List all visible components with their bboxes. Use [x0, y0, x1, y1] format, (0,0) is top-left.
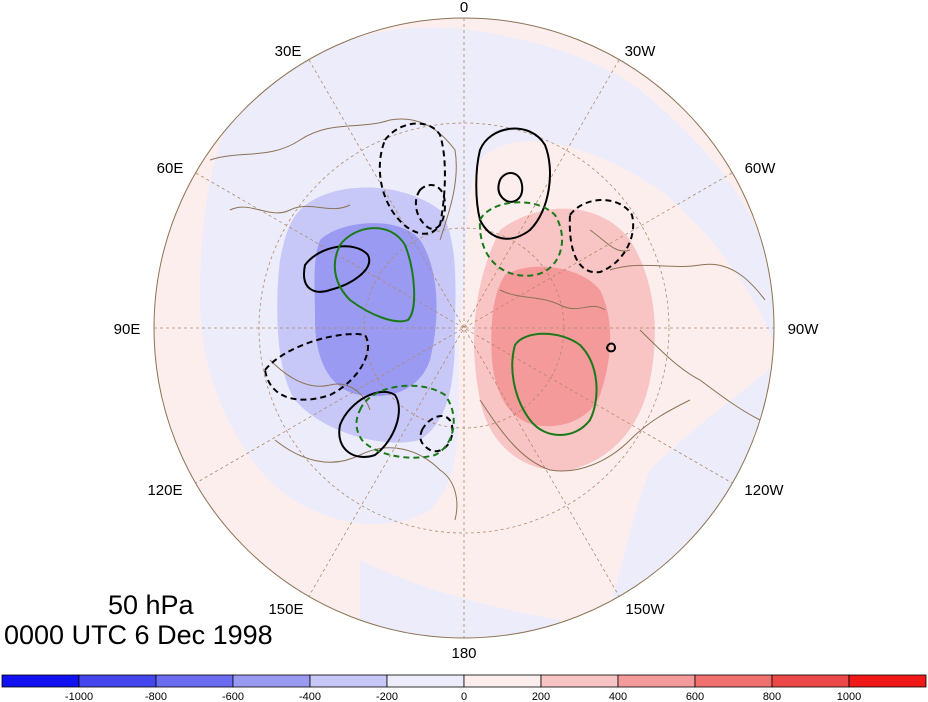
lon-label-90e: 90E — [114, 321, 141, 338]
colorbar-tick-label: -200 — [376, 691, 398, 702]
lon-label-60e: 60E — [157, 160, 184, 177]
lon-label-150e: 150E — [268, 601, 303, 618]
lon-label-90w: 90W — [788, 321, 820, 338]
coastlines — [209, 118, 766, 521]
black-contours — [303, 127, 617, 458]
colorbar-tick-label: 600 — [686, 691, 704, 702]
colorbar-swatch — [848, 674, 927, 688]
lon-label-60w: 60W — [745, 160, 777, 177]
colorbar-swatch — [771, 674, 850, 688]
colorbar-tick-label: 1000 — [837, 691, 861, 702]
colorbar-swatch — [309, 674, 388, 688]
colorbar-swatch — [694, 674, 773, 688]
graticule — [154, 18, 774, 638]
blue-field-bottom — [360, 560, 560, 638]
colorbar-tick-label: -600 — [222, 691, 244, 702]
blue-anomaly-400 — [314, 223, 437, 397]
colorbar-swatch — [232, 674, 311, 688]
map-disk — [154, 18, 774, 638]
colorbar-tick-label: 800 — [763, 691, 781, 702]
colorbar-tick-label: 400 — [609, 691, 627, 702]
lon-label-30w: 30W — [625, 43, 657, 60]
colorbar-swatch — [78, 674, 157, 688]
colorbar-swatch — [386, 674, 465, 688]
colorbar: -1000 -800 -600 -400 -200 0 200 400 600 800 1000 — [1, 674, 927, 702]
colorbar-tick-label: -400 — [299, 691, 321, 702]
colorbar-tick-label: 0 — [461, 691, 467, 702]
colorbar-swatch — [617, 674, 696, 688]
lon-label-120w: 120W — [744, 482, 784, 499]
title-level: 50 hPa — [108, 590, 194, 620]
green-contours — [333, 227, 598, 436]
green-dashed-contours — [355, 201, 564, 459]
lon-label-150w: 150W — [625, 601, 665, 618]
lon-label-120e: 120E — [147, 482, 182, 499]
colorbar-swatch — [155, 674, 234, 688]
colorbar-swatch — [463, 674, 542, 688]
red-anomaly-400 — [491, 266, 611, 427]
lon-label-180: 180 — [451, 645, 476, 662]
colorbar-tick-label: -800 — [145, 691, 167, 702]
colorbar-tick-label: -1000 — [65, 691, 93, 702]
colorbar-swatch — [1, 674, 80, 688]
lon-label-30e: 30E — [275, 43, 302, 60]
lon-label-0: 0 — [460, 0, 468, 16]
colorbar-swatch — [540, 674, 619, 688]
title-time: 0000 UTC 6 Dec 1998 — [4, 620, 273, 650]
colorbar-tick-label: 200 — [532, 691, 550, 702]
map-border — [153, 17, 775, 639]
